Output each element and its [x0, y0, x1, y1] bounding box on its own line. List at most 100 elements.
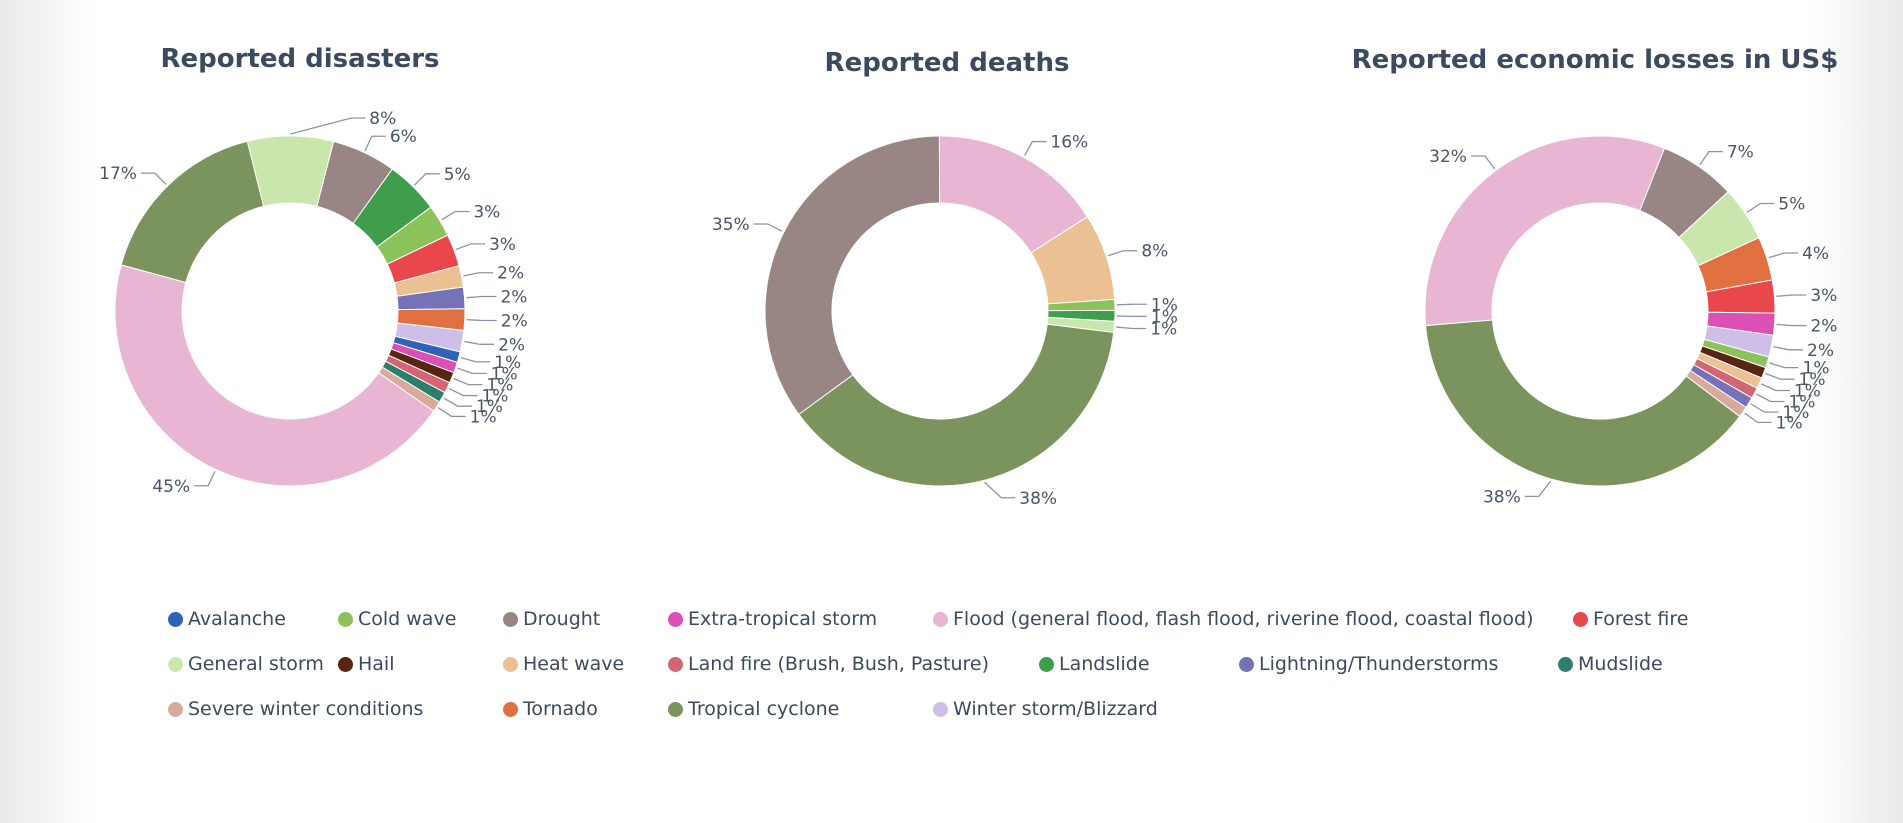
leader-line — [1107, 250, 1138, 257]
slice-flood-general-flood-flash-flood-riverine-flood-coastal-flood[interactable] — [114, 264, 435, 487]
leader-line — [194, 471, 216, 487]
legend-item-landslide[interactable]: Landslide — [1039, 650, 1150, 678]
legend-item-land-fire-brush-bush-pasture[interactable]: Land fire (Brush, Bush, Pasture) — [668, 650, 989, 678]
legend-item-extra-tropical-storm[interactable]: Extra-tropical storm — [668, 605, 877, 633]
leader-line — [437, 407, 466, 418]
leader-line — [364, 135, 386, 151]
data-label-severe-winter-conditions: 1% — [470, 407, 497, 427]
leader-line — [1744, 412, 1772, 424]
leader-line — [1756, 393, 1785, 403]
data-label-heat-wave: 2% — [497, 264, 524, 284]
legend-item-cold-wave[interactable]: Cold wave — [338, 605, 456, 633]
data-label-hail: 1% — [486, 376, 513, 396]
legend-item-tornado[interactable]: Tornado — [503, 695, 598, 723]
data-label-forest-fire: 3% — [1810, 286, 1837, 306]
data-label-drought: 7% — [1727, 143, 1754, 163]
leader-line — [1761, 383, 1790, 392]
leader-line — [453, 377, 483, 386]
leader-line — [984, 481, 1016, 499]
slice-drought[interactable] — [764, 135, 941, 416]
chart-title: Reported disasters — [160, 44, 439, 74]
slice-general-storm[interactable] — [246, 135, 335, 208]
slice-tropical-cyclone[interactable] — [120, 140, 265, 284]
legend-item-flood-general-flood-flash-flood-riverine-flood-coastal-flood[interactable]: Flood (general flood, flash flood, river… — [933, 605, 1533, 633]
leader-line — [1776, 323, 1807, 327]
legend-item-mudslide[interactable]: Mudslide — [1558, 650, 1663, 678]
legend-dot-icon — [1039, 656, 1054, 672]
data-label-land-fire-brush-bush-pasture: 1% — [481, 387, 508, 407]
slice-general-storm[interactable] — [1046, 316, 1116, 333]
legend-label: Heat wave — [523, 653, 625, 675]
leader-line — [466, 295, 497, 299]
data-label-forest-fire: 3% — [489, 235, 516, 255]
legend-item-lightning-thunderstorms[interactable]: Lightning/Thunderstorms — [1239, 650, 1498, 678]
legend-item-general-storm[interactable]: General storm — [168, 650, 324, 678]
legend-label: Forest fire — [1593, 608, 1689, 630]
slice-tropical-cyclone[interactable] — [1425, 319, 1741, 487]
leader-line — [464, 340, 495, 345]
leader-line — [1769, 362, 1799, 369]
legend-dot-icon — [1573, 611, 1588, 627]
data-label-lightning-thunderstorms: 2% — [500, 287, 527, 307]
leader-line — [1524, 480, 1552, 498]
legend-item-tropical-cyclone[interactable]: Tropical cyclone — [668, 695, 839, 723]
leader-line — [455, 243, 485, 251]
data-label-flood-general-flood-flash-flood-riverine-flood-coastal-flood: 16% — [1050, 133, 1088, 153]
legend-label: Lightning/Thunderstorms — [1259, 653, 1499, 675]
data-label-heat-wave: 8% — [1141, 242, 1168, 262]
data-label-land-fire-brush-bush-pasture: 1% — [1788, 392, 1815, 412]
legend-label: Tornado — [523, 698, 598, 720]
legend-label: Mudslide — [1578, 653, 1663, 675]
leader-line — [448, 387, 478, 397]
data-label-general-storm: 1% — [1150, 319, 1177, 339]
legend-dot-icon — [933, 701, 948, 717]
legend-dot-icon — [668, 611, 683, 627]
leader-line — [441, 210, 470, 221]
legend-item-winter-storm-blizzard[interactable]: Winter storm/Blizzard — [933, 695, 1158, 723]
legend-dot-icon — [168, 656, 183, 672]
legend-item-severe-winter-conditions[interactable]: Severe winter conditions — [168, 695, 423, 723]
legend-item-avalanche[interactable]: Avalanche — [168, 605, 286, 633]
legend-dot-icon — [338, 611, 353, 627]
data-label-hail: 1% — [1799, 370, 1826, 390]
legend-label: Flood (general flood, flash flood, river… — [953, 608, 1534, 630]
legend-dot-icon — [503, 611, 518, 627]
legend-label: Extra-tropical storm — [688, 608, 878, 630]
slice-flood-general-flood-flash-flood-riverine-flood-coastal-flood[interactable] — [1424, 135, 1666, 327]
legend-dot-icon — [1239, 656, 1254, 672]
data-label-flood-general-flood-flash-flood-riverine-flood-coastal-flood: 45% — [152, 477, 190, 497]
data-label-extra-tropical-storm: 2% — [1810, 317, 1837, 337]
legend-label: Drought — [523, 608, 601, 630]
legend-item-forest-fire[interactable]: Forest fire — [1573, 605, 1688, 633]
data-label-tropical-cyclone: 38% — [1019, 489, 1057, 509]
leader-line — [140, 172, 167, 186]
legend-label: Tropical cyclone — [688, 698, 840, 720]
data-label-drought: 35% — [712, 215, 750, 235]
data-label-flood-general-flood-flash-flood-riverine-flood-coastal-flood: 32% — [1429, 147, 1467, 167]
chart-reported-economic-losses: Reported economic losses in US$ 7% 5% 4% 3%… — [1352, 45, 1839, 507]
data-label-tropical-cyclone: 17% — [99, 164, 137, 184]
legend-item-hail[interactable]: Hail — [338, 650, 395, 678]
data-label-cold-wave: 3% — [473, 202, 500, 222]
leader-line — [1116, 326, 1147, 330]
chart-title: Reported economic losses in US$ — [1352, 45, 1839, 75]
leader-line — [443, 397, 472, 407]
data-label-mudslide: 1% — [476, 397, 503, 417]
legend-label: Severe winter conditions — [188, 698, 424, 720]
legend-label: Cold wave — [358, 608, 457, 630]
legend-dot-icon — [1558, 656, 1573, 672]
legend-dot-icon — [338, 656, 353, 672]
slice-tropical-cyclone[interactable] — [798, 323, 1115, 487]
chart-title: Reported deaths — [825, 48, 1070, 78]
leader-line — [1746, 202, 1775, 213]
data-label-winter-storm-blizzard: 2% — [498, 335, 525, 355]
legend: Avalanche Cold wave Drought Extra-tropical … — [168, 605, 1808, 745]
legend-label: Landslide — [1059, 653, 1150, 675]
data-label-lightning-thunderstorms: 1% — [1782, 403, 1809, 423]
legend-item-heat-wave[interactable]: Heat wave — [503, 650, 624, 678]
data-label-cold-wave: 1% — [1803, 359, 1830, 379]
legend-dot-icon — [168, 611, 183, 627]
legend-item-drought[interactable]: Drought — [503, 605, 600, 633]
data-label-severe-winter-conditions: 1% — [1776, 413, 1803, 433]
